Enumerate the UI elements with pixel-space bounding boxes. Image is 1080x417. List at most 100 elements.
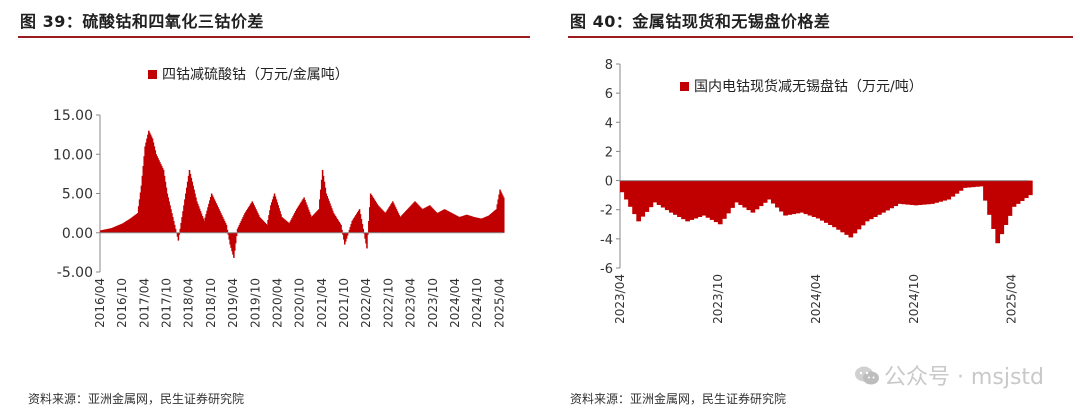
bar (120, 224, 122, 233)
bar (628, 180, 633, 207)
bar (905, 180, 911, 205)
bar (226, 229, 229, 233)
bar (758, 180, 764, 207)
bar (942, 180, 947, 201)
bar (799, 180, 805, 213)
bar (314, 213, 316, 233)
bar (450, 212, 452, 233)
bar (437, 212, 439, 233)
bar (152, 142, 155, 233)
bar (1023, 180, 1029, 199)
bar (410, 205, 413, 233)
bar (742, 180, 748, 208)
bar (673, 180, 678, 215)
bar (652, 180, 658, 203)
bar (828, 180, 833, 226)
bar (408, 207, 411, 233)
bar (292, 216, 294, 233)
bar (319, 189, 322, 233)
bar (208, 203, 210, 233)
bar (762, 180, 768, 203)
bar (181, 217, 183, 233)
bar (132, 216, 134, 233)
bar (285, 220, 288, 233)
bar (149, 134, 152, 233)
bar (190, 177, 193, 233)
x-tick-label: 2024/04 (448, 278, 462, 328)
bar (407, 208, 410, 233)
bar (147, 134, 149, 233)
bar (403, 213, 405, 233)
bar (222, 219, 225, 233)
bar (323, 181, 326, 233)
bar (311, 216, 314, 233)
bar (451, 213, 453, 233)
bar (999, 180, 1005, 235)
bar (206, 210, 208, 233)
bar (339, 223, 341, 233)
bar (264, 222, 267, 233)
bar (405, 210, 408, 233)
bar (901, 180, 907, 205)
bar (104, 229, 107, 233)
y-tick-label: 10.00 (53, 147, 93, 163)
bar (350, 223, 353, 233)
bar (388, 207, 390, 233)
bar (233, 232, 235, 258)
bar (275, 199, 278, 233)
bar (131, 217, 133, 233)
left-figure: 图 39：硫酸钴和四氧化三钴价差 15.00 10.00 5.00 0.00 -5.00… (18, 12, 530, 406)
bar (938, 180, 943, 202)
bar (328, 200, 330, 233)
bar (176, 232, 179, 237)
bar (161, 166, 163, 233)
bar (254, 207, 256, 233)
x-tick-label: 2016/04 (93, 278, 107, 328)
bar (316, 211, 318, 233)
bar (485, 216, 487, 233)
bar (182, 211, 184, 233)
bar (414, 201, 416, 233)
bar (163, 175, 166, 233)
bar (495, 209, 498, 233)
bar (139, 192, 142, 233)
bar (200, 213, 203, 233)
bar (305, 202, 307, 233)
bar (246, 210, 248, 233)
y-tick-label: -5.00 (57, 265, 93, 281)
bar (815, 180, 821, 219)
bar (193, 189, 195, 233)
bar (355, 215, 357, 233)
bar (215, 203, 218, 233)
bar (302, 198, 304, 233)
bar (283, 218, 285, 233)
bar (443, 209, 446, 233)
bar (430, 207, 433, 233)
bar (787, 180, 792, 215)
bar (420, 208, 423, 233)
bar (419, 207, 422, 233)
bar (486, 216, 488, 233)
x-tick-label: 2024/10 (907, 274, 921, 324)
bar (459, 216, 462, 233)
bar (462, 215, 464, 233)
bar (125, 220, 128, 233)
bar (308, 212, 311, 233)
bar (148, 132, 151, 233)
bar (382, 211, 385, 233)
bar (502, 195, 504, 233)
bar (155, 154, 157, 233)
bar (476, 217, 478, 233)
bar (310, 217, 313, 233)
bar (234, 232, 237, 244)
y-tick-label: 2 (605, 145, 613, 160)
bar (455, 215, 458, 233)
y-tick-label: 5.00 (62, 187, 93, 203)
bar (295, 209, 298, 233)
x-tick-label: 2025/04 (1005, 274, 1019, 324)
bar (374, 200, 377, 233)
bar (429, 205, 431, 233)
bar (889, 180, 894, 209)
bar (232, 232, 234, 255)
bar (492, 211, 495, 233)
